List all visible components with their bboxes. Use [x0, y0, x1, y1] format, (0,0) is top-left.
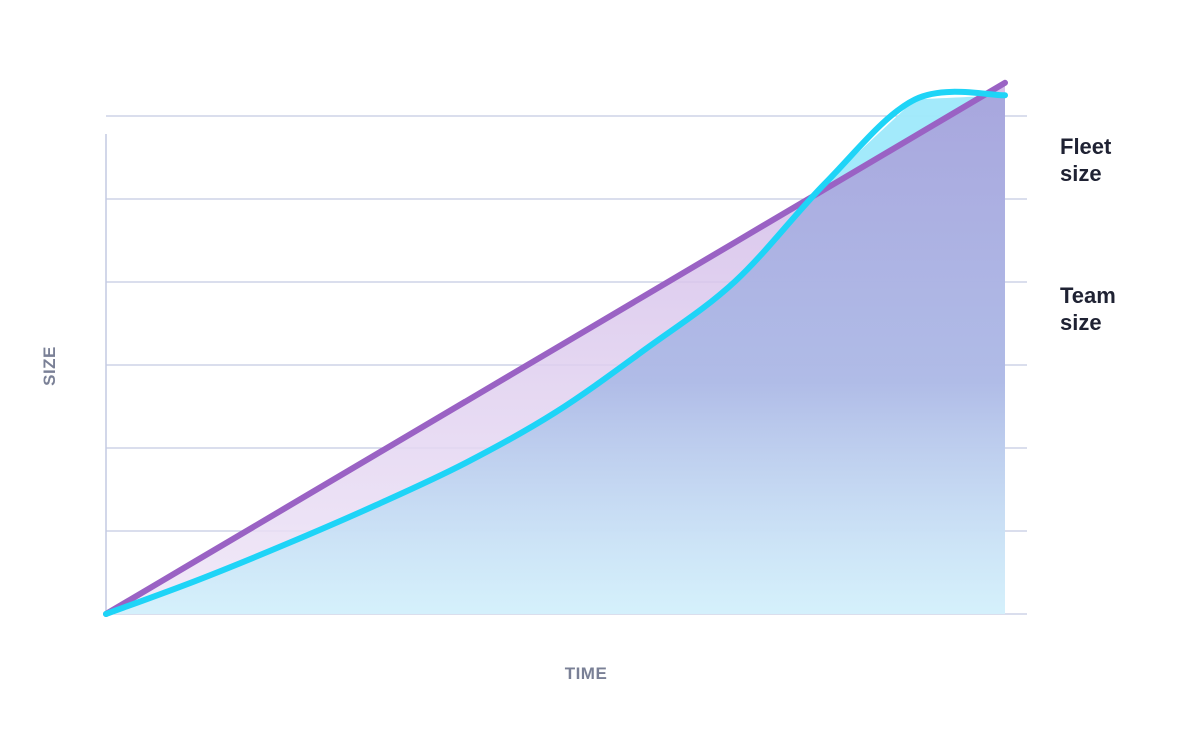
- fleet-size-label-line1: Fleet: [1060, 134, 1112, 159]
- team-size-line: [103, 79, 1008, 617]
- fleet-size-label-line2: size: [1060, 161, 1102, 186]
- fleet-size-line: [103, 88, 1008, 617]
- team-size-label-line2: size: [1060, 310, 1102, 335]
- team-size-label-line1: Team: [1060, 283, 1116, 308]
- series-lines: [103, 79, 1008, 617]
- overlap-area: [106, 95, 1005, 614]
- x-axis-label: TIME: [565, 664, 608, 683]
- y-axis-label: SIZE: [40, 346, 59, 386]
